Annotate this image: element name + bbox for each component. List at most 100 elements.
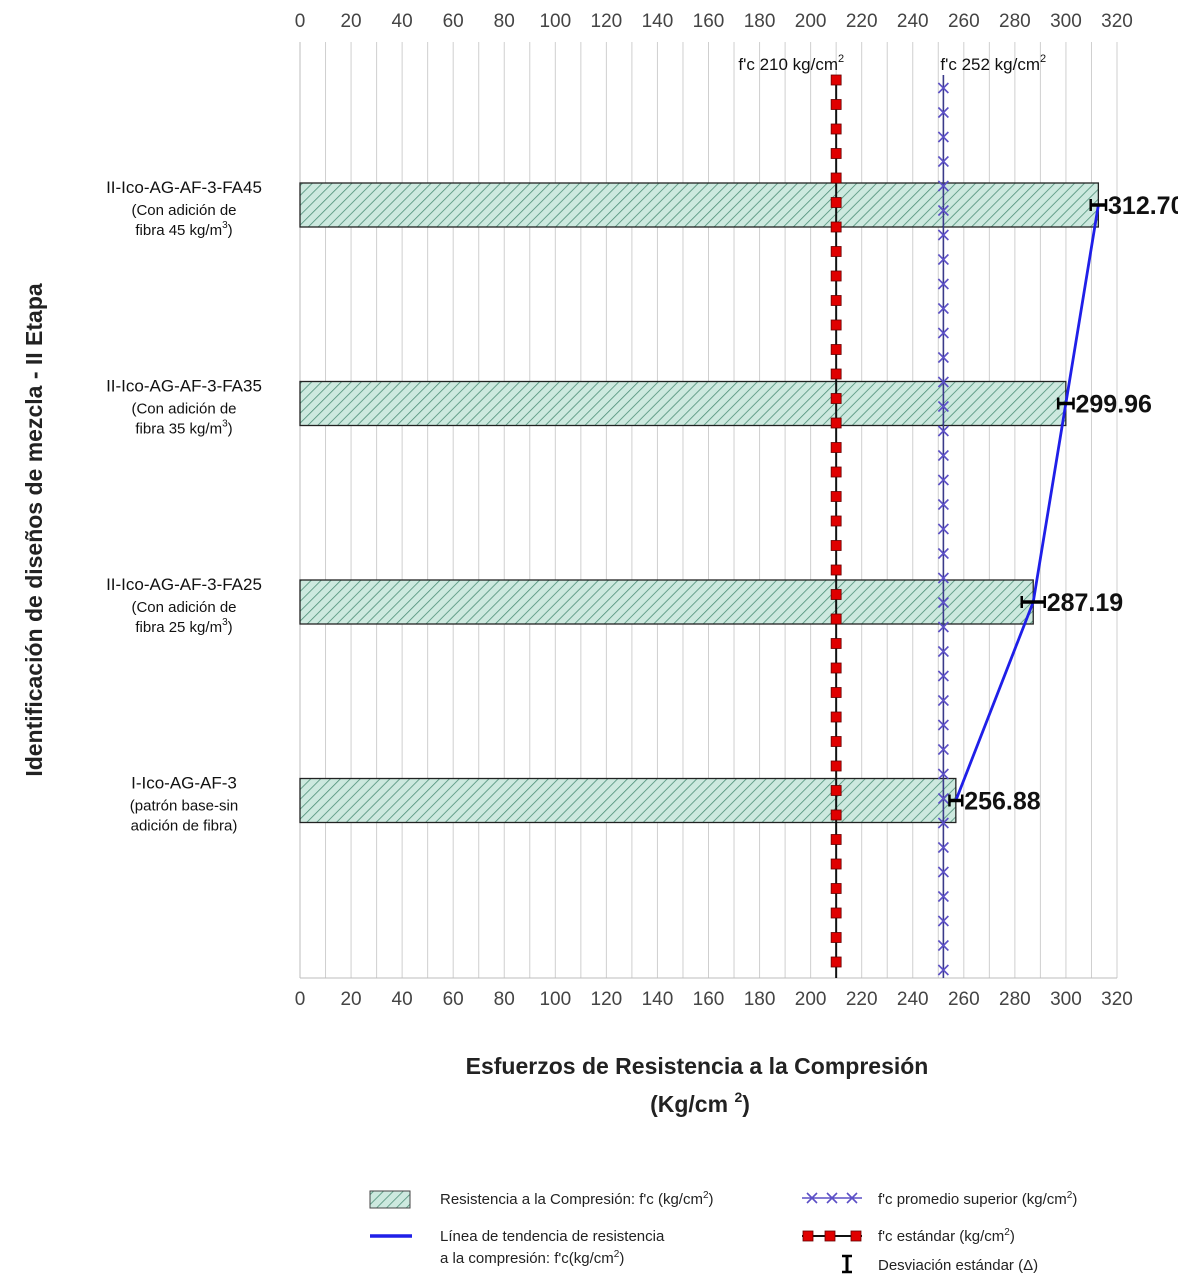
x-tick-label: 220: [846, 989, 878, 1010]
bar: [299, 380, 1067, 427]
purple-x-marker: [937, 719, 949, 731]
red-square-marker: [830, 907, 842, 919]
x-tick-label: 120: [591, 989, 623, 1010]
x-tick-label: 160: [693, 989, 725, 1010]
x-tick-label-top: 80: [494, 11, 515, 32]
trend-line-group: [954, 204, 1100, 802]
category-detail-label: (Con adición de: [131, 202, 236, 219]
purple-x-marker: [937, 253, 949, 266]
category-detail-label: fibra 25 kg/m3): [135, 617, 232, 636]
category-label: II-Ico-AG-AF-3-FA35: [106, 377, 262, 396]
legend-label: Resistencia a la Compresión: f'c (kg/cm2…: [440, 1190, 714, 1208]
trend-line: [954, 204, 1100, 802]
x-tick-label-top: 300: [1050, 11, 1082, 32]
data-value-label: 299.96: [1075, 391, 1151, 419]
x-tick-label: 40: [392, 989, 413, 1010]
x-tick-label: 100: [539, 989, 571, 1010]
purple-x-marker: [937, 82, 949, 94]
category-label: I-Ico-AG-AF-3: [131, 774, 237, 793]
error-bars-group: [948, 199, 1108, 807]
purple-x-marker: [937, 645, 949, 658]
red-square-marker: [830, 687, 842, 698]
x-tick-label-top: 280: [999, 11, 1031, 32]
x-tick-label-top: 0: [295, 11, 306, 32]
purple-x-marker: [937, 229, 949, 241]
purple-x-marker: [937, 400, 949, 413]
x-tick-label-top: 180: [744, 11, 776, 32]
purple-x-marker: [937, 180, 949, 192]
red-square-marker: [830, 442, 842, 453]
x-tick-label: 260: [948, 989, 980, 1010]
red-square-marker: [830, 74, 842, 86]
purple-x-marker: [937, 278, 949, 290]
red-square-marker: [830, 246, 842, 257]
red-square-marker: [830, 393, 842, 404]
red-square-marker: [830, 221, 842, 233]
reference-line-label: f'c 210 kg/cm2: [738, 53, 844, 74]
red-square-marker: [824, 1230, 836, 1242]
x-tick-label-top: 40: [392, 11, 413, 32]
red-square-marker: [830, 613, 842, 625]
red-square-marker: [830, 785, 842, 796]
red-square-marker: [830, 662, 842, 674]
purple-x-marker: [937, 523, 949, 535]
x-tick-label-top: 60: [443, 11, 464, 32]
red-square-marker: [830, 932, 842, 943]
purple-x-marker: [937, 376, 949, 388]
purple-x-marker: [937, 425, 949, 437]
x-tick-label: 0: [295, 989, 306, 1010]
red-square-marker: [830, 760, 842, 772]
category-label: II-Ico-AG-AF-3-FA25: [106, 575, 262, 594]
red-square-marker: [830, 883, 842, 894]
red-square-marker: [830, 858, 842, 870]
data-value-label: 256.88: [964, 788, 1041, 816]
red-square-marker: [830, 148, 842, 159]
purple-x-marker: [937, 939, 949, 952]
category-detail-label: (Con adición de: [131, 599, 236, 616]
legend-label: Línea de tendencia de resistencia: [440, 1228, 665, 1245]
x-tick-label-top: 140: [642, 11, 674, 32]
y-axis-title: Identificación de diseños de mezcla - II…: [21, 283, 47, 777]
red-square-marker: [830, 368, 842, 380]
red-square-marker: [830, 834, 842, 845]
red-square-marker: [830, 711, 842, 723]
category-detail-label: (patrón base-sin: [130, 798, 238, 815]
purple-x-marker: [937, 792, 949, 805]
purple-x-marker: [937, 694, 949, 707]
category-detail-label: fibra 45 kg/m3): [135, 220, 232, 239]
legend: Resistencia a la Compresión: f'c (kg/cm2…: [369, 1190, 1077, 1274]
purple-x-marker: [937, 817, 949, 829]
purple-x-marker: [937, 155, 949, 168]
x-tick-label-top: 320: [1101, 11, 1133, 32]
x-tick-label: 180: [744, 989, 776, 1010]
red-square-marker: [850, 1230, 862, 1242]
x-tick-label-top: 260: [948, 11, 980, 32]
red-square-marker: [830, 197, 842, 208]
x-tick-label-top: 100: [539, 11, 571, 32]
purple-x-marker: [937, 302, 949, 315]
purple-x-marker: [826, 1192, 838, 1204]
purple-x-marker: [937, 743, 949, 756]
red-square-marker: [830, 319, 842, 331]
red-square-marker: [830, 638, 842, 649]
reference-line-label: f'c 252 kg/cm2: [940, 53, 1046, 74]
x-tick-label: 80: [494, 989, 515, 1010]
purple-x-marker: [937, 866, 949, 878]
purple-x-marker: [937, 572, 949, 584]
data-value-label: 312.70: [1108, 192, 1178, 220]
bar: [299, 579, 1034, 625]
reference-lines-group: [830, 74, 949, 978]
purple-x-marker: [937, 964, 949, 976]
red-square-marker: [830, 809, 842, 821]
red-square-marker: [830, 564, 842, 576]
red-square-marker: [830, 466, 842, 478]
purple-x-marker: [937, 131, 949, 143]
red-square-marker: [830, 270, 842, 282]
purple-x-marker: [937, 768, 949, 780]
bar: [299, 182, 1100, 228]
x-tick-label-top: 200: [795, 11, 827, 32]
x-tick-label-top: 20: [340, 11, 361, 32]
purple-x-marker: [937, 351, 949, 364]
category-detail-label: fibra 35 kg/m3): [135, 419, 232, 438]
x-tick-label: 240: [897, 989, 929, 1010]
